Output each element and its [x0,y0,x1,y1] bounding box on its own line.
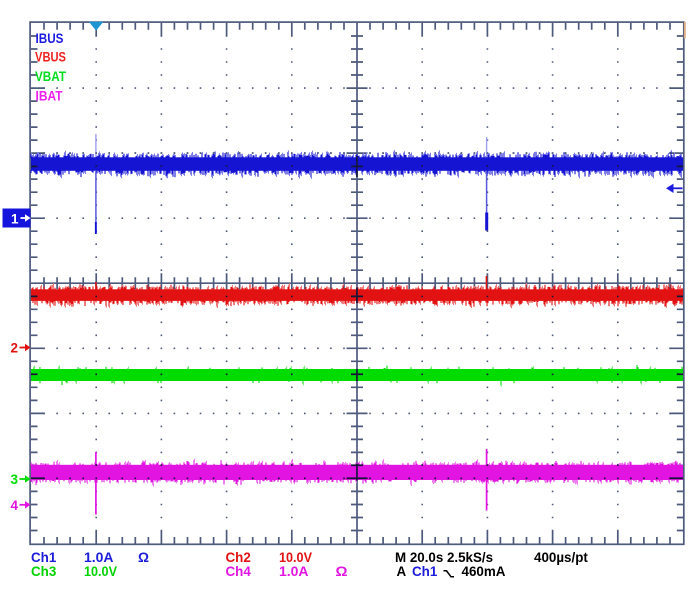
svg-text:IBAT: IBAT [36,89,64,104]
svg-text:Ch1: Ch1 [31,550,57,565]
svg-text:Ch3: Ch3 [31,564,56,579]
svg-text:IBUS: IBUS [36,31,64,46]
svg-text:Ω: Ω [138,550,149,565]
svg-text:1.0A: 1.0A [84,550,114,565]
svg-text:400µs/pt: 400µs/pt [534,550,588,565]
svg-text:4: 4 [11,498,19,513]
svg-text:1: 1 [11,212,19,227]
svg-text:Ch1: Ch1 [412,564,438,579]
svg-text:M 20.0s 2.5kS/s: M 20.0s 2.5kS/s [395,550,493,565]
svg-text:2: 2 [11,341,19,356]
svg-text:10.0V: 10.0V [84,564,117,579]
svg-text:VBUS: VBUS [35,50,66,65]
svg-text:1.0A: 1.0A [279,564,309,579]
svg-text:Ch4: Ch4 [226,564,252,579]
svg-text:A: A [397,564,407,579]
svg-text:Ω: Ω [336,564,348,579]
svg-text:VBAT: VBAT [35,69,67,84]
svg-text:Ch2: Ch2 [226,550,251,565]
svg-text:460mA: 460mA [462,564,506,579]
svg-text:10.0V: 10.0V [279,550,312,565]
svg-text:3: 3 [11,472,19,487]
